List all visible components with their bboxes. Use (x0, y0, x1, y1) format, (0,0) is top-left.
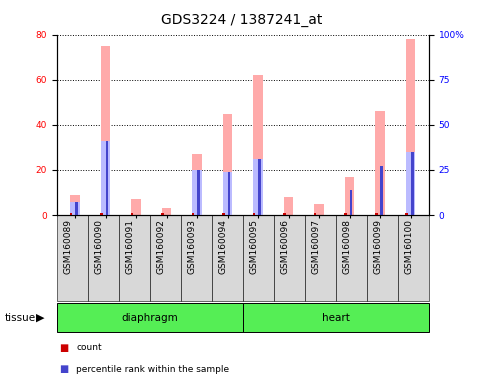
Bar (406, 152, 415, 215)
Text: GSM160092: GSM160092 (156, 219, 165, 274)
Text: GSM160093: GSM160093 (187, 219, 196, 274)
Text: GSM160091: GSM160091 (125, 219, 134, 274)
Bar (253, 159, 263, 215)
Bar (284, 197, 293, 215)
Bar (228, 172, 230, 215)
Text: GSM160089: GSM160089 (63, 219, 72, 274)
Bar (75, 202, 78, 215)
Bar (283, 213, 286, 215)
Text: heart: heart (322, 313, 350, 323)
Bar (315, 204, 324, 215)
Bar (192, 213, 194, 215)
Text: GDS3224 / 1387241_at: GDS3224 / 1387241_at (161, 13, 322, 27)
Text: GSM160099: GSM160099 (373, 219, 383, 274)
Bar (70, 202, 79, 215)
Bar (223, 172, 232, 215)
Bar (101, 46, 110, 215)
Bar (223, 114, 232, 215)
Bar (253, 213, 255, 215)
Bar (375, 213, 378, 215)
Text: GSM160098: GSM160098 (342, 219, 352, 274)
Text: GSM160097: GSM160097 (312, 219, 320, 274)
Bar (314, 213, 317, 215)
Text: diaphragm: diaphragm (121, 313, 178, 323)
Text: count: count (76, 343, 102, 352)
Text: ▶: ▶ (35, 313, 44, 323)
Text: ■: ■ (59, 364, 69, 374)
Text: GSM160100: GSM160100 (404, 219, 414, 274)
Bar (345, 177, 354, 215)
Bar (406, 39, 415, 215)
Bar (350, 190, 352, 215)
Bar (106, 141, 108, 215)
Text: GSM160094: GSM160094 (218, 219, 227, 274)
Bar (376, 111, 385, 215)
Bar (100, 213, 103, 215)
Bar (192, 154, 202, 215)
Bar (162, 208, 171, 215)
Bar (344, 213, 347, 215)
Text: ■: ■ (59, 343, 69, 353)
Bar (132, 199, 141, 215)
Text: GSM160095: GSM160095 (249, 219, 258, 274)
Bar (222, 213, 225, 215)
Bar (411, 152, 414, 215)
Text: percentile rank within the sample: percentile rank within the sample (76, 365, 230, 374)
Bar (101, 141, 110, 215)
Text: tissue: tissue (5, 313, 36, 323)
Bar (380, 166, 383, 215)
Bar (258, 159, 261, 215)
Text: GSM160090: GSM160090 (94, 219, 103, 274)
Bar (405, 213, 408, 215)
Bar (131, 213, 134, 215)
Text: GSM160096: GSM160096 (281, 219, 289, 274)
Bar (70, 213, 72, 215)
Bar (70, 195, 79, 215)
Bar (253, 75, 263, 215)
Bar (197, 170, 200, 215)
Bar (161, 213, 164, 215)
Bar (192, 170, 202, 215)
